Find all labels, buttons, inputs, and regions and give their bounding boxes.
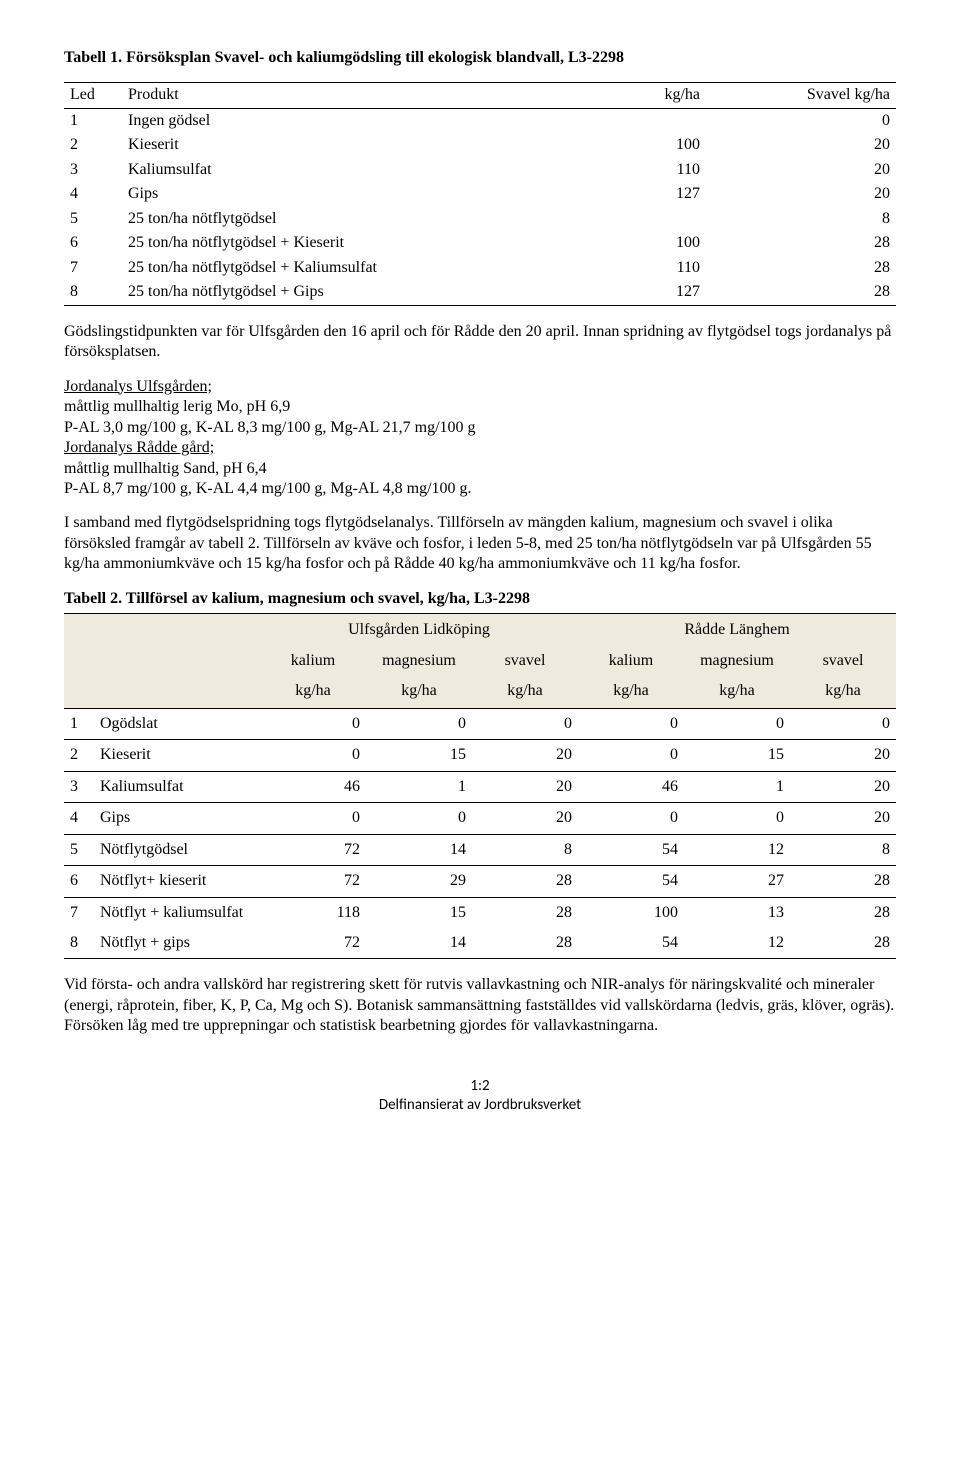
t2-u4: kg/ha <box>578 676 684 708</box>
t2-c1: kalium <box>260 646 366 676</box>
t2-u6: kg/ha <box>790 676 896 708</box>
table-row: 725 ton/ha nötflytgödsel + Kaliumsulfat1… <box>64 256 896 280</box>
t2-u1: kg/ha <box>260 676 366 708</box>
soil-h2: Jordanalys Rådde gård; <box>64 439 214 456</box>
table-row: 2Kieserit10020 <box>64 133 896 157</box>
t2-c6: svavel <box>790 646 896 676</box>
soil-h1: Jordanalys Ulfsgården; <box>64 378 212 395</box>
table-row: 1Ogödslat000000 <box>64 708 896 739</box>
soil-l1: måttlig mullhaltig lerig Mo, pH 6,9 <box>64 398 290 415</box>
t2-u2: kg/ha <box>366 676 472 708</box>
footer-note: Delfinansierat av Jordbruksverket <box>379 1096 581 1114</box>
table-row: 3Kaliumsulfat11020 <box>64 158 896 182</box>
t1-h-kgha: kg/ha <box>494 83 706 108</box>
table-row: 4Gips12720 <box>64 182 896 206</box>
soil-l4: P-AL 8,7 mg/100 g, K-AL 4,4 mg/100 g, Mg… <box>64 480 472 497</box>
table-row: 8Nötflyt + gips721428541228 <box>64 928 896 959</box>
paragraph-2: I samband med flytgödselspridning togs f… <box>64 513 896 574</box>
table-row: 4Gips00200020 <box>64 803 896 834</box>
page-number: 1:2 <box>470 1077 489 1095</box>
table-row: 5Nötflytgödsel7214854128 <box>64 834 896 865</box>
t1-h-led: Led <box>64 83 122 108</box>
soil-l2: P-AL 3,0 mg/100 g, K-AL 8,3 mg/100 g, Mg… <box>64 419 476 436</box>
table1: Led Produkt kg/ha Svavel kg/ha 1Ingen gö… <box>64 82 896 305</box>
t2-u5: kg/ha <box>684 676 790 708</box>
table-row: 825 ton/ha nötflytgödsel + Gips12728 <box>64 280 896 305</box>
t2-c3: svavel <box>472 646 578 676</box>
table-row: 7Nötflyt + kaliumsulfat11815281001328 <box>64 897 896 928</box>
t1-h-prod: Produkt <box>122 83 494 108</box>
soil-analysis: Jordanalys Ulfsgården; måttlig mullhalti… <box>64 377 896 500</box>
table2: Ulfsgården Lidköping Rådde Länghem kaliu… <box>64 613 896 959</box>
table-row: 525 ton/ha nötflytgödsel8 <box>64 207 896 231</box>
t2-group2: Rådde Länghem <box>578 614 896 646</box>
t2-c5: magnesium <box>684 646 790 676</box>
page-footer: 1:2 Delfinansierat av Jordbruksverket <box>64 1077 896 1116</box>
paragraph-3: Vid första- och andra vallskörd har regi… <box>64 975 896 1036</box>
soil-l3: måttlig mullhaltig Sand, pH 6,4 <box>64 460 267 477</box>
table-row: 2Kieserit0152001520 <box>64 740 896 771</box>
t2-c4: kalium <box>578 646 684 676</box>
table-row: 625 ton/ha nötflytgödsel + Kieserit10028 <box>64 231 896 255</box>
table-row: 1Ingen gödsel0 <box>64 108 896 133</box>
table1-caption: Tabell 1. Försöksplan Svavel- och kalium… <box>64 48 896 68</box>
table2-caption: Tabell 2. Tillförsel av kalium, magnesiu… <box>64 589 896 609</box>
t2-c2: magnesium <box>366 646 472 676</box>
t2-u3: kg/ha <box>472 676 578 708</box>
table-row: 6Nötflyt+ kieserit722928542728 <box>64 866 896 897</box>
table-row: 3Kaliumsulfat4612046120 <box>64 771 896 802</box>
paragraph-1: Gödslingstidpunkten var för Ulfsgården d… <box>64 322 896 363</box>
t2-group1: Ulfsgården Lidköping <box>260 614 578 646</box>
t1-h-svavel: Svavel kg/ha <box>706 83 896 108</box>
